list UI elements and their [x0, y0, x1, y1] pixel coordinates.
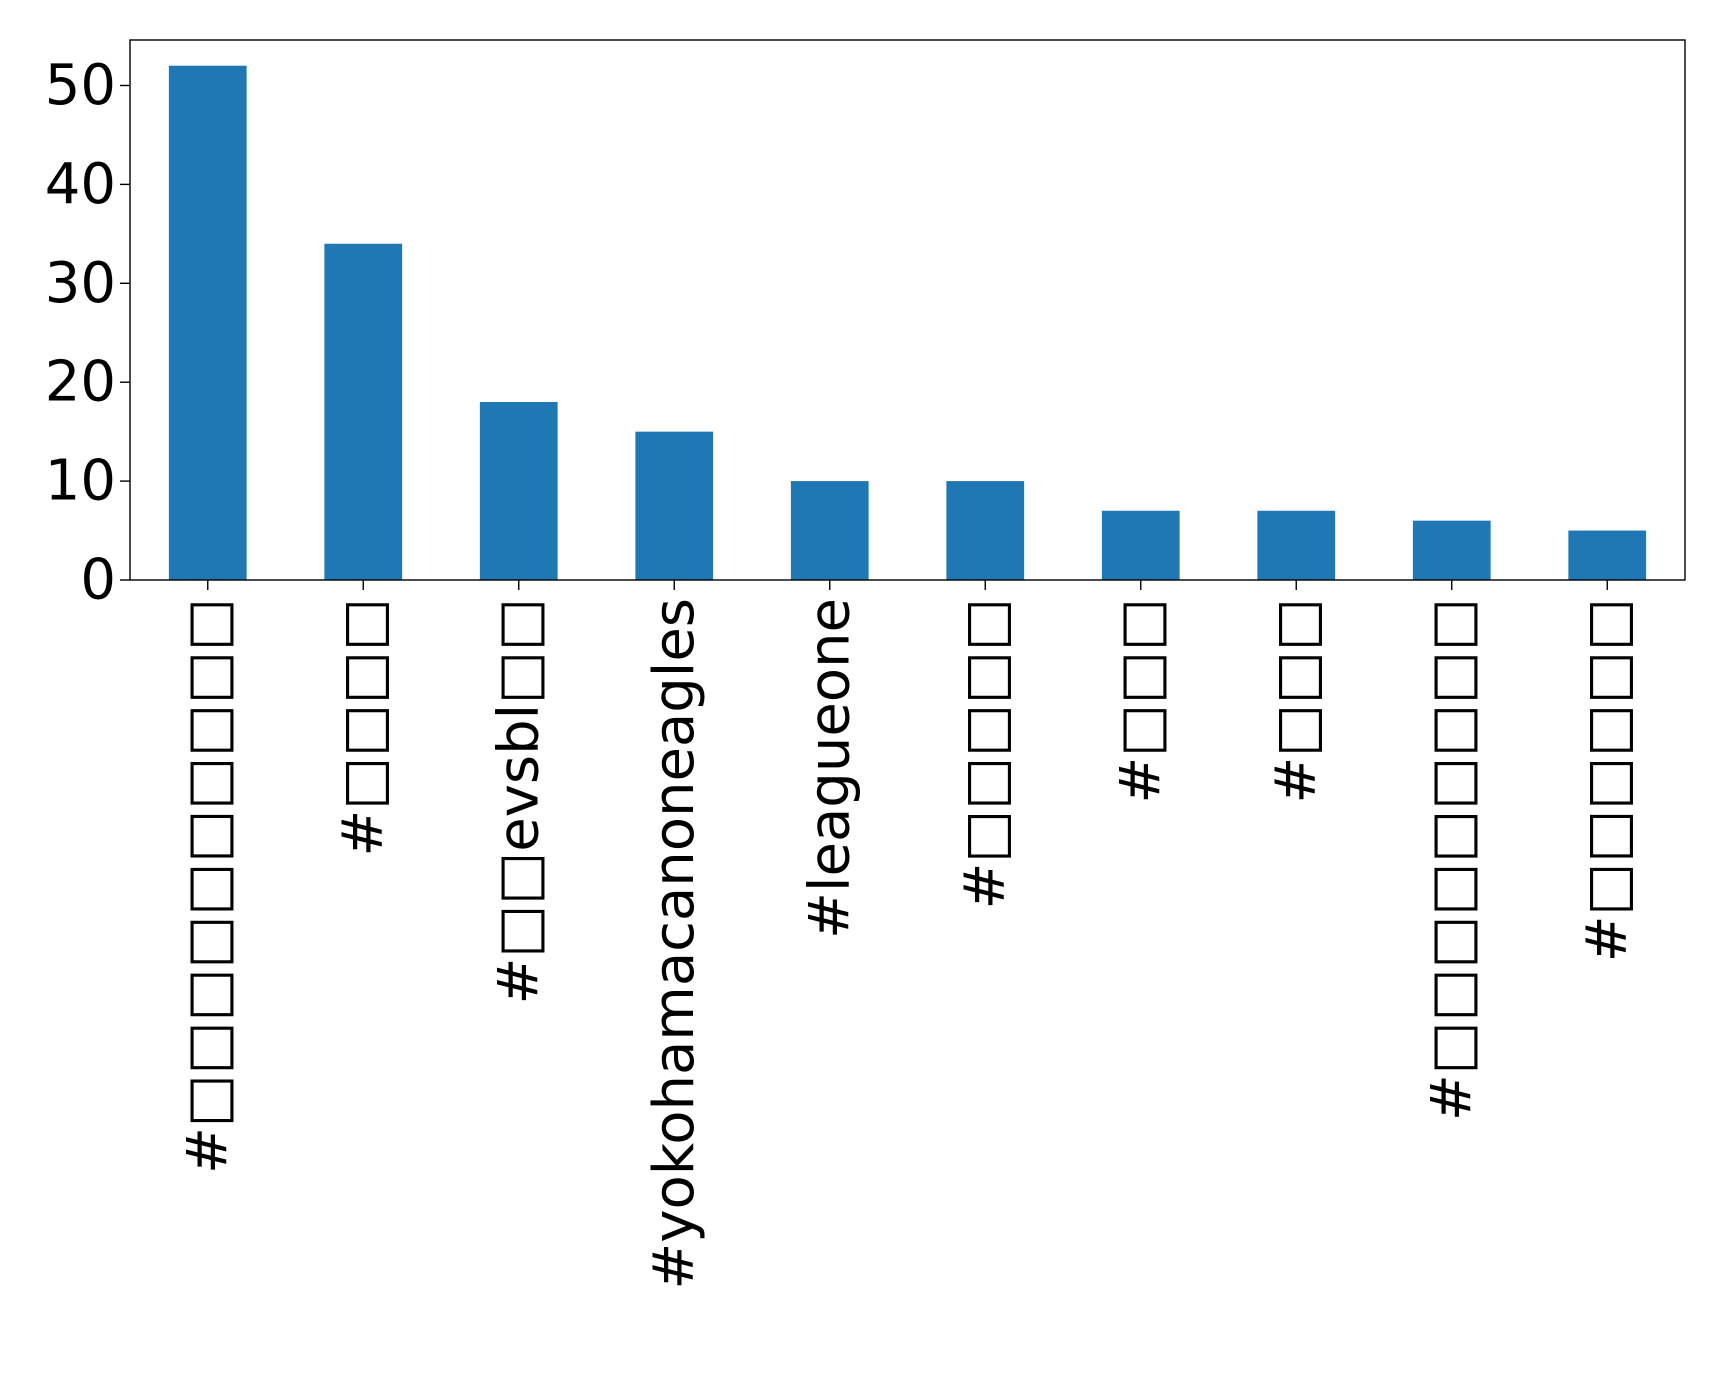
- y-tick-label: 30: [45, 251, 116, 316]
- bar-9: [1412, 520, 1491, 580]
- bar-7: [1101, 510, 1180, 580]
- bar-5: [790, 481, 869, 580]
- x-tick-label: #□□□: [1108, 598, 1173, 804]
- x-tick-label: #yokohamacanoneagles: [642, 598, 707, 1290]
- x-axis: #□□□□□□□□□□ #□□□□ #□□evsbl□□ #yokohamacanon…: [175, 580, 1640, 1290]
- bars-layer: [168, 65, 1647, 580]
- bar-6: [946, 481, 1025, 580]
- bar-4: [635, 431, 714, 580]
- x-tick-label: #□□□: [1264, 598, 1329, 804]
- bar-3: [479, 401, 558, 580]
- bar-10: [1568, 530, 1647, 580]
- x-tick-label: #□□□□□□□□□: [1419, 598, 1484, 1121]
- x-tick-label: #□□□□□□□□□□: [175, 598, 240, 1174]
- y-tick-label: 0: [80, 548, 116, 613]
- x-tick-label: #□□evsbl□□: [486, 598, 551, 1004]
- x-tick-label: #leagueone: [797, 598, 862, 939]
- bar-1: [168, 65, 247, 580]
- y-tick-label: 10: [45, 449, 116, 514]
- y-tick-label: 20: [45, 350, 116, 415]
- plot-frame: [129, 39, 1686, 581]
- bar-2: [324, 243, 403, 580]
- x-tick-label: #□□□□: [331, 598, 396, 857]
- x-tick-label: #□□□□□: [953, 598, 1018, 909]
- bar-8: [1257, 510, 1336, 580]
- y-tick-label: 50: [45, 53, 116, 118]
- x-tick-label: #□□□□□□: [1575, 598, 1640, 962]
- y-tick-label: 40: [45, 152, 116, 217]
- y-axis: 0 10 20 30 40 50: [45, 53, 130, 613]
